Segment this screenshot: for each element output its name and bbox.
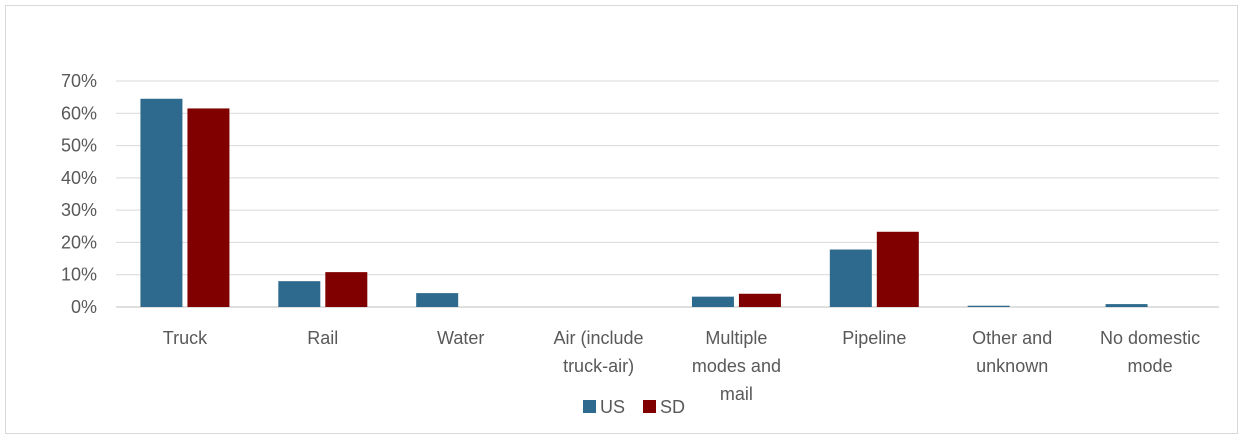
category-label-line: Other and xyxy=(972,328,1052,348)
category-label: Truck xyxy=(163,328,208,348)
bar-sd xyxy=(738,293,781,307)
category-label-line: No domestic xyxy=(1100,328,1200,348)
category-label-line: Multiple xyxy=(705,328,767,348)
category-label-line: mode xyxy=(1128,356,1173,376)
bar-us xyxy=(140,98,183,307)
bar-us xyxy=(1105,304,1148,307)
y-tick-label: 60% xyxy=(61,103,97,123)
category-label-line: Truck xyxy=(163,328,208,348)
category-label: Water xyxy=(437,328,484,348)
legend-label-sd: SD xyxy=(660,397,685,417)
legend-swatch-sd xyxy=(643,400,656,413)
y-tick-label: 0% xyxy=(71,297,97,317)
bar-us xyxy=(829,249,872,307)
y-tick-label: 40% xyxy=(61,168,97,188)
category-label-line: Water xyxy=(437,328,484,348)
legend-label-us: US xyxy=(600,397,625,417)
bar-sd xyxy=(325,272,368,307)
y-tick-label: 10% xyxy=(61,265,97,285)
y-tick-label: 50% xyxy=(61,136,97,156)
y-tick-label: 70% xyxy=(61,71,97,91)
bar-us xyxy=(416,293,459,307)
category-label-line: unknown xyxy=(976,356,1048,376)
bar-sd xyxy=(187,108,230,307)
category-label: Pipeline xyxy=(842,328,906,348)
y-tick-label: 30% xyxy=(61,200,97,220)
category-label: Multiple modes and mail xyxy=(692,328,781,404)
category-label-line: Rail xyxy=(307,328,338,348)
category-label: Air (include truck-air) xyxy=(554,328,644,376)
bar-us xyxy=(967,305,1010,307)
category-label-line: truck-air) xyxy=(563,356,634,376)
category-label: No domestic mode xyxy=(1100,328,1200,376)
bar-us xyxy=(278,281,321,307)
category-label-line: modes and xyxy=(692,356,781,376)
y-tick-label: 20% xyxy=(61,232,97,252)
legend-swatch-us xyxy=(583,400,596,413)
category-label: Rail xyxy=(307,328,338,348)
bar-us xyxy=(691,296,734,307)
bar-sd xyxy=(876,231,919,307)
category-label-line: mail xyxy=(720,384,753,404)
category-label: Other and unknown xyxy=(972,328,1052,376)
category-label-line: Pipeline xyxy=(842,328,906,348)
category-label-line: Air (include xyxy=(554,328,644,348)
